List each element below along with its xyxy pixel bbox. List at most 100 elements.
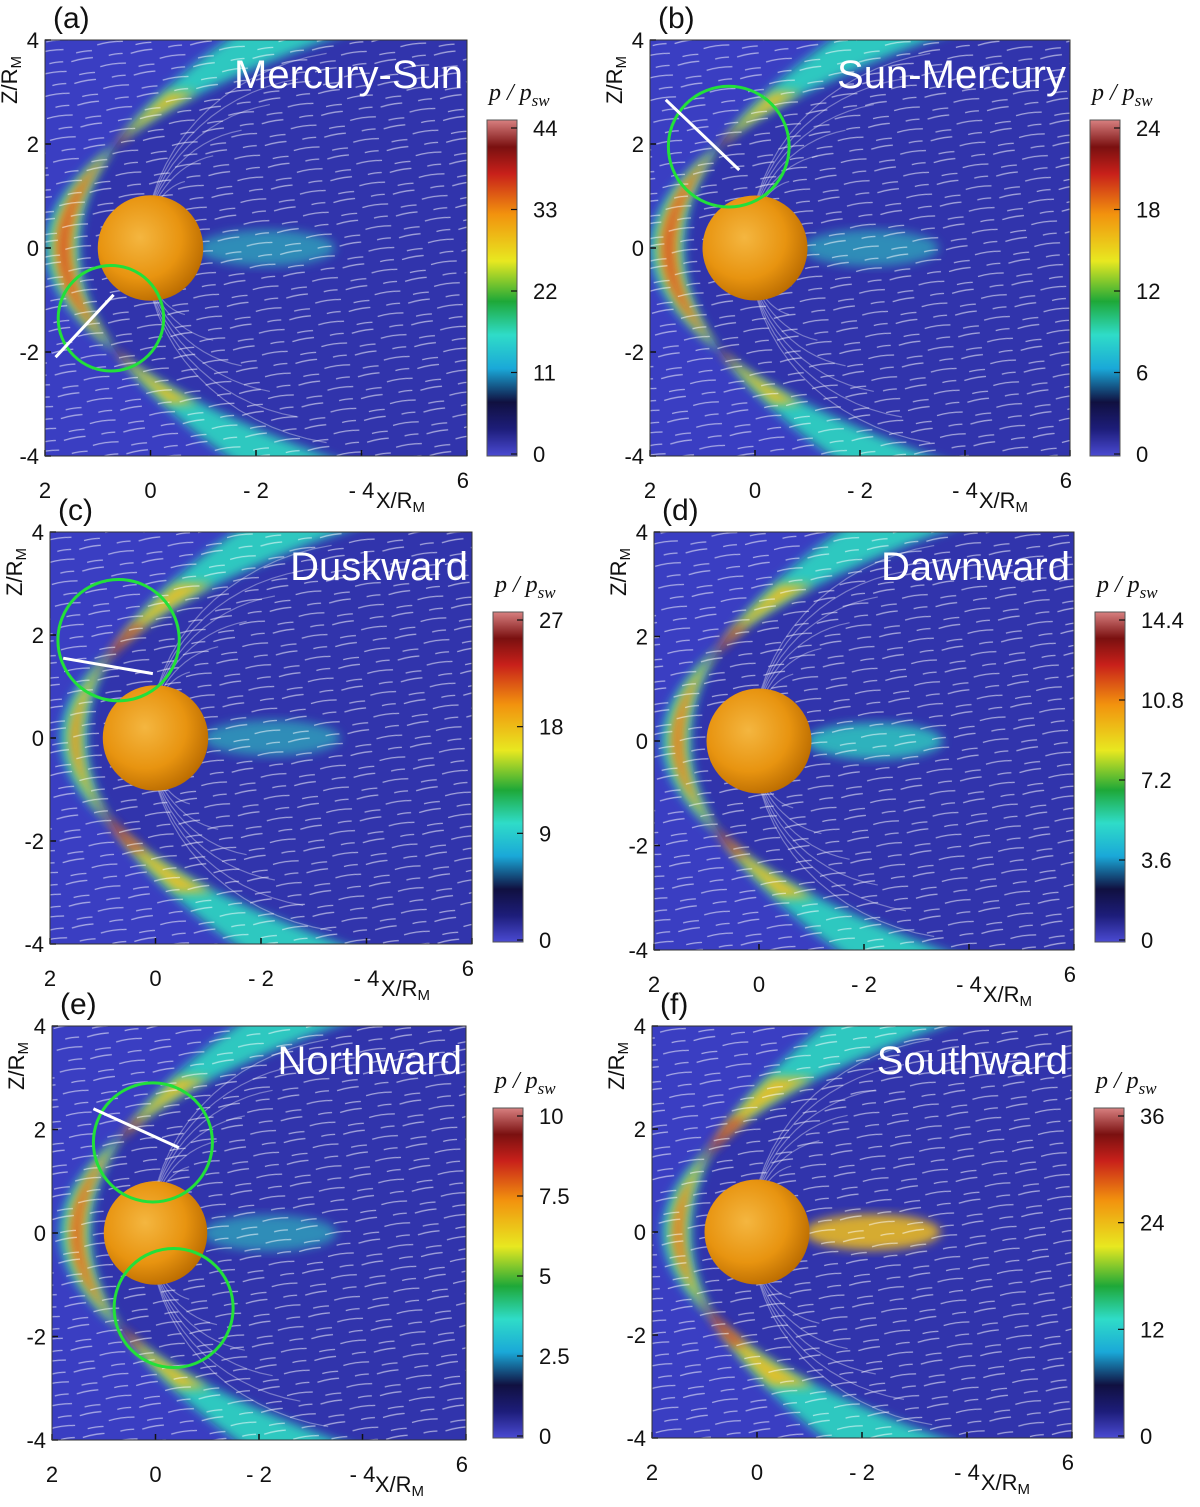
x-tick-label: - 2 (851, 972, 877, 997)
colorbar-label: p / psw (1090, 80, 1153, 110)
colorbar-label: p / psw (493, 1068, 556, 1098)
colorbar: p / psw 0 6 12 18 24 (1089, 80, 1160, 467)
colorbar-tick-label: 2.5 (539, 1344, 570, 1369)
x-tick-label: 6 (1064, 962, 1076, 987)
x-tick-label: 0 (144, 478, 156, 503)
y-tick-label: 0 (32, 726, 44, 751)
plot-frame (49, 531, 473, 945)
panel-a: Mercury-Sun (a) -4 -2 0 2 4 2 0 - 2 - 4 6 X/RM Z/RM p … (0, 2, 557, 516)
panel-title: Northward (277, 1039, 462, 1083)
y-tick-label: -4 (628, 938, 648, 963)
panel-e: Northward (e) -4 -2 0 2 4 2 0 - 2 - 4 6 X/RM Z/RM p / … (4, 988, 570, 1500)
x-axis-label: X/RM (983, 982, 1032, 1010)
y-axis-label: Z/RM (0, 56, 25, 104)
panel-label: (b) (658, 2, 695, 35)
x-axis-label: X/RM (376, 488, 425, 516)
colorbar: p / psw 0 9 18 27 (492, 572, 563, 953)
colorbar-gradient (1089, 119, 1121, 457)
plot-area (52, 1026, 466, 1440)
plot-area (50, 532, 472, 944)
x-tick-label: 2 (648, 972, 660, 997)
plot-frame (653, 531, 1075, 951)
colorbar-tick-label: 0 (533, 442, 545, 467)
y-tick-label: 0 (634, 1220, 646, 1245)
x-tick-label: - 2 (248, 966, 274, 991)
y-tick-label: 0 (27, 236, 39, 261)
colorbar-tick-label: 12 (1140, 1317, 1164, 1342)
highlight-circle (666, 84, 791, 209)
colorbar-tick-label: 12 (1136, 279, 1160, 304)
x-tick-label: 2 (644, 478, 656, 503)
colorbar-label: p / psw (493, 572, 556, 602)
colorbar-tick-label: 10 (539, 1104, 563, 1129)
colorbar-tick-label: 0 (1141, 928, 1153, 953)
colorbar-tick-label: 18 (1136, 198, 1160, 223)
x-tick-label: 6 (457, 468, 469, 493)
panel-label: (d) (662, 494, 699, 527)
plot-frame (44, 39, 468, 457)
colorbar-tick-label: 36 (1140, 1104, 1164, 1129)
y-tick-label: 2 (632, 132, 644, 157)
colorbar-tick-label: 22 (533, 279, 557, 304)
y-tick-label: 0 (636, 729, 648, 754)
plot-frame (651, 1025, 1073, 1439)
colorbar-tick-label: 7.2 (1141, 768, 1172, 793)
x-tick-label: 6 (1060, 468, 1072, 493)
y-tick-label: 4 (27, 28, 39, 53)
panel-title: Dawnward (881, 545, 1070, 589)
y-tick-label: -4 (24, 932, 44, 957)
panel-title: Southward (877, 1039, 1068, 1083)
y-tick-label: -4 (26, 1428, 46, 1453)
highlight-circle (56, 263, 166, 373)
x-tick-label: - 4 (954, 1460, 980, 1485)
x-tick-label: 2 (46, 1462, 58, 1487)
y-axis-label: Z/RM (606, 548, 634, 596)
panel-label: (f) (660, 988, 688, 1021)
x-tick-label: - 2 (243, 478, 269, 503)
y-tick-label: 4 (634, 1014, 646, 1039)
colorbar-tick-label: 0 (1140, 1424, 1152, 1449)
colorbar-tick-label: 27 (539, 608, 563, 633)
y-tick-label: 2 (636, 625, 648, 650)
cut-line (54, 293, 115, 359)
plot-area (45, 40, 467, 456)
colorbar: p / psw 0 12 24 36 (1093, 1068, 1164, 1449)
y-tick-label: -2 (624, 340, 644, 365)
x-tick-label: - 2 (246, 1462, 272, 1487)
colorbar: p / psw 0 3.6 7.2 10.8 14.4 (1094, 572, 1184, 953)
cut-line (62, 656, 154, 676)
x-axis-label: X/RM (979, 488, 1028, 516)
colorbar-tick-label: 0 (539, 928, 551, 953)
colorbar-tick-label: 18 (539, 715, 563, 740)
panel-title: Duskward (290, 545, 468, 589)
y-tick-label: -2 (26, 1325, 46, 1350)
x-tick-label: - 2 (849, 1460, 875, 1485)
plot-frame (51, 1025, 467, 1441)
x-tick-label: 0 (753, 972, 765, 997)
y-tick-label: -2 (19, 340, 39, 365)
y-tick-label: -2 (24, 829, 44, 854)
colorbar-gradient (486, 119, 518, 457)
colorbar: p / psw 0 11 22 33 44 (486, 80, 557, 467)
cut-line (92, 1107, 180, 1149)
colorbar-gradient (1094, 611, 1126, 943)
colorbar-tick-label: 33 (533, 198, 557, 223)
y-tick-label: 4 (632, 28, 644, 53)
colorbar-tick-label: 5 (539, 1264, 551, 1289)
colorbar: p / psw 0 2.5 5 7.5 10 (492, 1068, 570, 1449)
planet-mercury (702, 195, 808, 301)
x-axis-label: X/RM (381, 976, 430, 1004)
colorbar-label: p / psw (1094, 1068, 1157, 1098)
colorbar-label: p / psw (487, 80, 550, 110)
y-axis-label: Z/RM (4, 1042, 32, 1090)
highlight-circle (112, 1247, 235, 1370)
colorbar-tick-label: 10.8 (1141, 688, 1184, 713)
planet-mercury (102, 685, 209, 791)
x-axis-label: X/RM (981, 1470, 1030, 1498)
panel-title: Mercury-Sun (234, 53, 463, 97)
colorbar-tick-label: 14.4 (1141, 608, 1184, 633)
x-tick-label: - 4 (952, 478, 978, 503)
x-axis-label: X/RM (375, 1472, 424, 1500)
